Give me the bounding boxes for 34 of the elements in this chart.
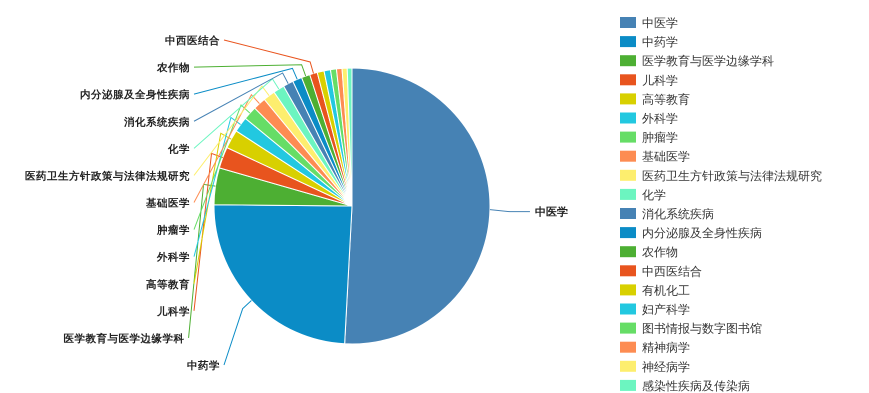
legend-label: 中药学: [642, 35, 678, 50]
legend-label: 中医学: [642, 16, 678, 30]
legend-label: 化学: [642, 188, 666, 202]
legend-label: 医药卫生方针政策与法律法规研究: [642, 168, 822, 183]
legend-label: 消化系统疾病: [642, 207, 714, 221]
slice-label: 高等教育: [146, 278, 190, 291]
legend-label: 外科学: [642, 112, 678, 126]
slice-label: 肿瘤学: [156, 224, 190, 237]
slice-label: 医药卫生方针政策与法律法规研究: [25, 169, 190, 182]
slice-label: 中西医结合: [165, 34, 220, 47]
slice-label: 农作物: [156, 61, 190, 74]
legend-label: 肿瘤学: [642, 130, 678, 145]
legend-label: 高等教育: [642, 92, 690, 106]
legend-label: 精神病学: [642, 340, 690, 355]
legend-label: 妇产科学: [642, 302, 690, 316]
slice-label: 基础医学: [145, 196, 190, 210]
legend-label: 儿科学: [642, 73, 678, 88]
slice-label: 儿科学: [156, 304, 190, 318]
legend-label: 内分泌腺及全身性疾病: [642, 226, 762, 240]
legend-label: 神经病学: [642, 360, 690, 374]
legend-label: 医学教育与医学边缘学科: [642, 54, 774, 68]
slice-label: 中药学: [187, 359, 220, 372]
legend-label: 有机化工: [642, 283, 690, 298]
legend-label: 基础医学: [642, 150, 690, 164]
slice-label: 外科学: [156, 250, 190, 264]
slice-label: 内分泌腺及全身性疾病: [80, 88, 190, 102]
legend-label: 农作物: [642, 245, 678, 260]
legend-label: 感染性疾病及传染病: [642, 378, 750, 393]
slice-label: 消化系统疾病: [123, 115, 190, 128]
legend-label: 图书情报与数字图书馆: [642, 322, 762, 336]
slice-label: 中医学: [534, 206, 568, 219]
slice-label: 化学: [167, 142, 190, 156]
legend-label: 中西医结合: [642, 264, 702, 278]
slice-label: 医学教育与医学边缘学科: [64, 332, 185, 345]
